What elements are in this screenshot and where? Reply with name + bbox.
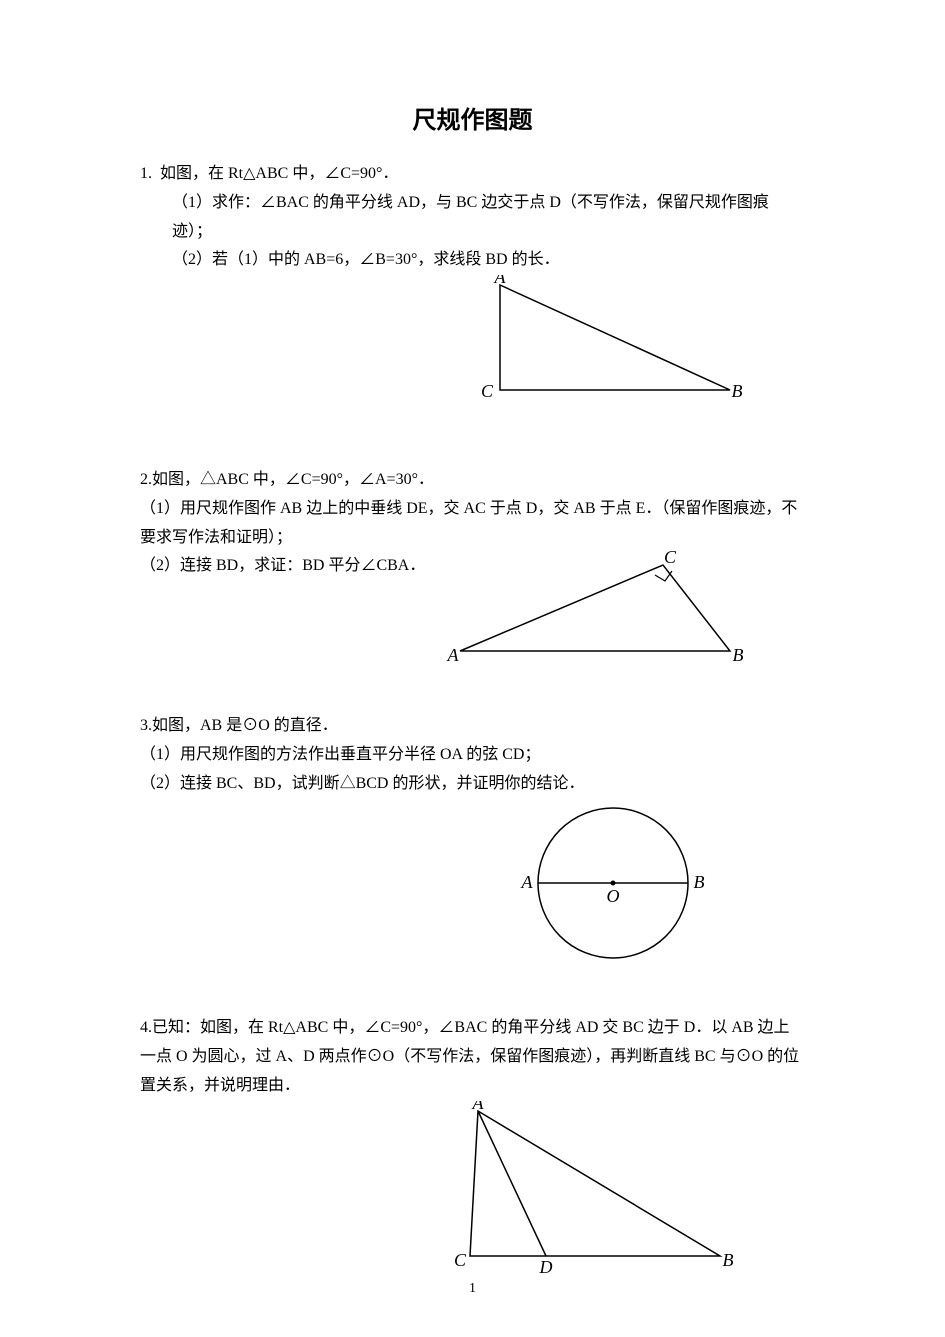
problem-3-stem-text: 如图，AB 是⊙O 的直径．: [152, 717, 338, 734]
problem-4-figure-wrap: A C D B: [140, 1101, 805, 1287]
fig1-label-b: B: [732, 381, 743, 401]
problem-3-stem: 3.如图，AB 是⊙O 的直径．: [140, 712, 805, 741]
page-number: 1: [0, 1281, 945, 1297]
center-dot: [610, 881, 615, 886]
fig1-label-a: A: [494, 275, 507, 287]
problem-3-figure: A B O: [513, 798, 713, 968]
fig3-label-o: O: [606, 886, 619, 906]
problem-4-stem-text: 已知：如图，在 Rt△ABC 中，∠C=90°，∠BAC 的角平分线 AD 交 …: [140, 1019, 799, 1094]
problem-3: 3.如图，AB 是⊙O 的直径． （1）用尺规作图的方法作出垂直平分半径 OA …: [140, 712, 805, 979]
problem-1-stem-text: 如图，在 Rt△ABC 中，∠C=90°．: [160, 165, 398, 182]
page-title: 尺规作图题: [140, 100, 805, 135]
problem-2-number: 2.: [140, 471, 152, 488]
fig4-label-a: A: [471, 1101, 484, 1113]
problem-1-stem: 1. 如图，在 Rt△ABC 中，∠C=90°．: [140, 160, 805, 189]
spacer-1: [140, 436, 805, 466]
bisector-ad: [478, 1111, 546, 1256]
problem-3-part1: （1）用尺规作图的方法作出垂直平分半径 OA 的弦 CD；: [140, 741, 805, 770]
problem-2-stem-text: 如图，△ABC 中，∠C=90°，∠A=30°．: [152, 471, 434, 488]
problem-1-part2: （2）若（1）中的 AB=6，∠B=30°，求线段 BD 的长．: [140, 246, 805, 275]
fig4-label-b: B: [722, 1250, 733, 1270]
problem-3-figure-wrap: A B O: [140, 798, 805, 979]
fig3-label-a: A: [520, 872, 533, 892]
spacer-2: [140, 697, 805, 712]
problem-3-number: 3.: [140, 717, 152, 734]
problem-4-stem: 4.已知：如图，在 Rt△ABC 中，∠C=90°，∠BAC 的角平分线 AD …: [140, 1014, 805, 1100]
triangle-2: [460, 565, 730, 651]
fig4-label-d: D: [538, 1257, 552, 1276]
spacer-3: [140, 999, 805, 1014]
problem-4-figure: A C D B: [448, 1101, 738, 1276]
problem-3-part2: （2）连接 BC、BD，试判断△BCD 的形状，并证明你的结论．: [140, 770, 805, 799]
fig1-label-c: C: [481, 381, 494, 401]
fig2-label-c: C: [664, 551, 677, 567]
problem-1: 1. 如图，在 Rt△ABC 中，∠C=90°． （1）求作：∠BAC 的角平分…: [140, 160, 805, 416]
triangle-1: [500, 285, 730, 390]
problem-2-stem: 2.如图，△ABC 中，∠C=90°，∠A=30°．: [140, 466, 805, 495]
problem-1-number: 1.: [140, 165, 152, 182]
fig3-label-b: B: [693, 872, 704, 892]
problem-2-part1: （1）用尺规作图作 AB 边上的中垂线 DE，交 AC 于点 D，交 AB 于点…: [140, 495, 805, 553]
problem-1-figure-wrap: A C B: [140, 275, 805, 416]
fig2-label-a: A: [447, 645, 460, 665]
problem-2-figure: A B C: [445, 551, 745, 666]
problem-1-part1: （1）求作：∠BAC 的角平分线 AD，与 BC 边交于点 D（不写作法，保留尺…: [140, 189, 805, 247]
problem-4-number: 4.: [140, 1019, 152, 1036]
problem-2: 2.如图，△ABC 中，∠C=90°，∠A=30°． （1）用尺规作图作 AB …: [140, 466, 805, 677]
problem-4: 4.已知：如图，在 Rt△ABC 中，∠C=90°，∠BAC 的角平分线 AD …: [140, 1014, 805, 1286]
triangle-4: [470, 1111, 720, 1256]
problem-1-figure: A C B: [475, 275, 745, 405]
fig4-label-c: C: [453, 1250, 466, 1270]
fig2-label-b: B: [733, 645, 744, 665]
